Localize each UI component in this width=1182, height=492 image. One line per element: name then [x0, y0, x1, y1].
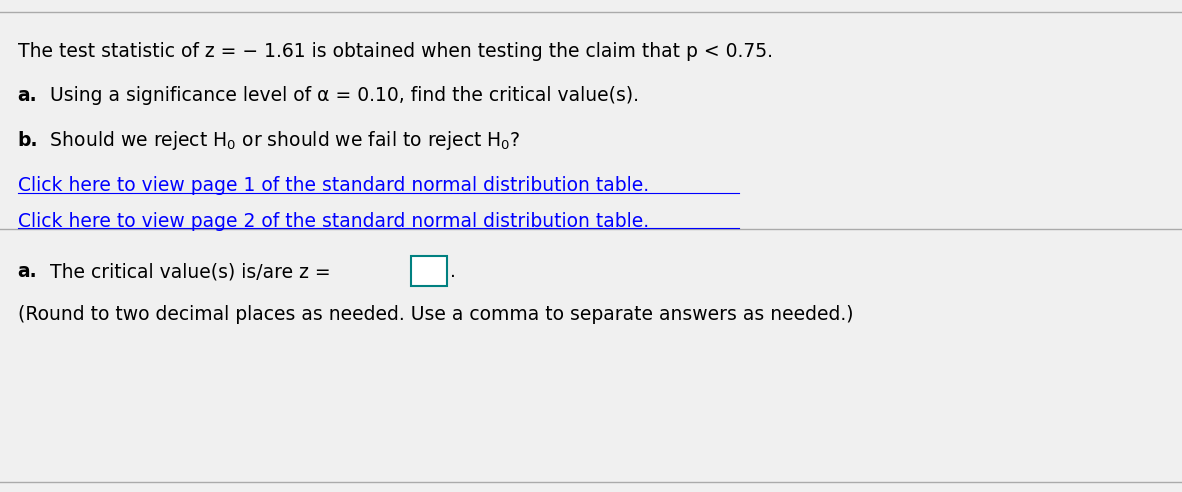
Text: Click here to view page 2 of the standard normal distribution table.: Click here to view page 2 of the standar…: [18, 212, 649, 231]
Text: b.: b.: [18, 131, 38, 150]
Text: (Round to two decimal places as needed. Use a comma to separate answers as neede: (Round to two decimal places as needed. …: [18, 306, 853, 324]
Text: a.: a.: [18, 262, 38, 281]
Text: Click here to view page 1 of the standard normal distribution table.: Click here to view page 1 of the standar…: [18, 177, 649, 195]
Text: The critical value(s) is/are z =: The critical value(s) is/are z =: [44, 262, 337, 281]
Text: The test statistic of z = − 1.61 is obtained when testing the claim that p < 0.7: The test statistic of z = − 1.61 is obta…: [18, 42, 773, 61]
Text: Using a significance level of α = 0.10, find the critical value(s).: Using a significance level of α = 0.10, …: [44, 87, 638, 105]
FancyBboxPatch shape: [411, 256, 447, 286]
Text: Should we reject H$_0$ or should we fail to reject H$_0$?: Should we reject H$_0$ or should we fail…: [44, 129, 520, 152]
Text: .: .: [450, 262, 456, 281]
Text: a.: a.: [18, 87, 38, 105]
